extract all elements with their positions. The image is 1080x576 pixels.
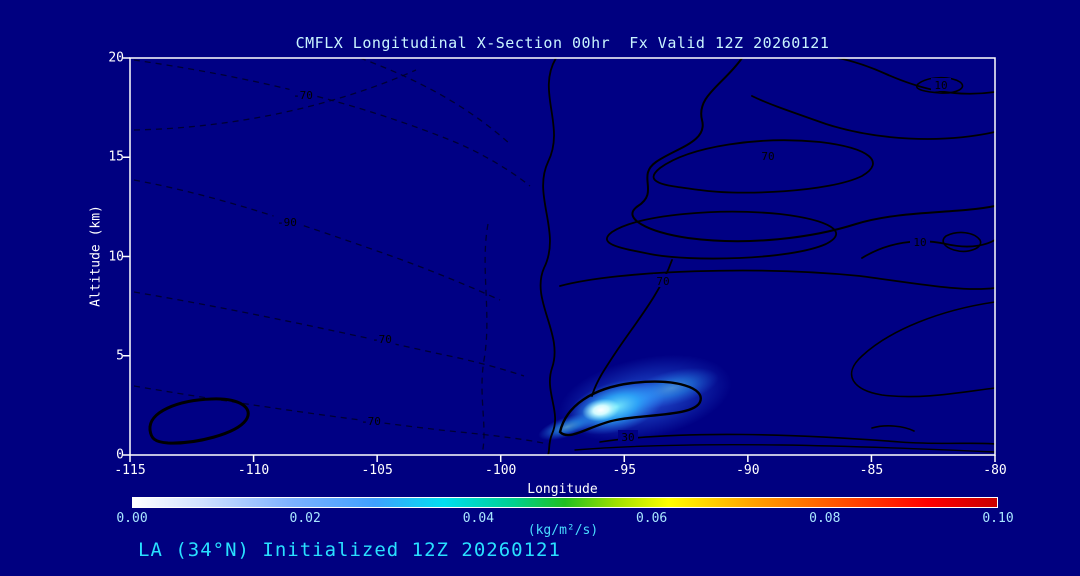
contour-label-gap	[368, 332, 396, 345]
contour-label-gap	[273, 215, 301, 228]
plot-area	[130, 58, 995, 455]
contour-line-positive	[837, 58, 995, 95]
contour-line-positive	[559, 269, 995, 290]
contour-line-positive	[652, 139, 874, 194]
x-tick-label: -80	[983, 463, 1007, 478]
contour-line-negative	[133, 69, 417, 131]
colorbar	[132, 497, 998, 508]
contour-line-positive	[558, 380, 702, 437]
y-tick-label: 0	[116, 447, 124, 463]
contour-line-positive	[751, 95, 995, 140]
contour-label-gap	[653, 274, 673, 287]
contour-line-positive	[605, 210, 837, 260]
contour-label: -70	[372, 333, 392, 346]
contour-line-positive	[539, 58, 557, 455]
colorbar-tick-label: 0.04	[462, 511, 495, 526]
contour-label-gap	[931, 78, 951, 91]
contour-line-negative	[133, 291, 525, 377]
contour-label: -70	[293, 89, 313, 102]
contour-line-positive	[861, 239, 995, 259]
x-tick-label: -85	[859, 463, 884, 478]
contour-line-negative	[481, 223, 489, 455]
x-tick-label: -110	[237, 463, 270, 478]
contour-line-negative	[133, 59, 531, 187]
contour-label: 10	[934, 79, 947, 92]
mass-flux-shading	[582, 398, 620, 422]
contour-line-negative	[359, 58, 511, 145]
contour-label-gap	[758, 149, 778, 162]
contour-line-positive	[148, 397, 250, 445]
contour-label: 30	[621, 431, 634, 444]
colorbar-tick-label: 0.08	[809, 511, 841, 526]
x-tick-label: -95	[612, 463, 637, 478]
colorbar-tick-label: 0.10	[982, 511, 1014, 526]
x-tick-label: -90	[736, 463, 760, 478]
x-tick-label: -115	[114, 463, 146, 478]
contour-line-negative	[133, 179, 501, 301]
colorbar-tick-label: 0.00	[116, 511, 148, 526]
x-tick-label: -100	[485, 463, 517, 478]
contour-label: 10	[913, 236, 926, 249]
contour-label-gap	[910, 235, 930, 248]
contour-line-positive	[871, 425, 915, 432]
x-tick-label: -105	[361, 463, 393, 478]
colorbar-tick-label: 0.06	[635, 511, 668, 526]
x-axis-label: Longitude	[527, 482, 598, 497]
contour-line-positive	[850, 301, 995, 398]
chart-title: CMFLX Longitudinal X-Section 00hr Fx Val…	[295, 34, 830, 52]
colorbar-units-label: (kg/m²/s)	[527, 523, 599, 538]
colorbar-tick-label: 0.02	[289, 511, 321, 526]
contour-label: 70	[656, 275, 669, 288]
contour-label-gap	[618, 430, 638, 443]
y-tick-label: 20	[108, 50, 124, 66]
contour-label-gap	[357, 414, 385, 427]
y-tick-label: 5	[116, 348, 124, 364]
contour-line-positive	[574, 443, 995, 453]
contour-label: 70	[761, 150, 774, 163]
y-tick-label: 15	[108, 149, 124, 165]
contour-label: -90	[277, 216, 297, 229]
contour-line-positive	[942, 231, 982, 253]
contour-label-gap	[289, 88, 317, 101]
contour-line-positive	[599, 433, 995, 445]
contour-label: -70	[361, 415, 381, 428]
contour-line-positive	[915, 76, 964, 94]
contour-line-positive	[631, 58, 995, 243]
y-tick-label: 10	[108, 249, 124, 264]
y-axis-label: Altitude (km)	[88, 205, 104, 307]
init-caption: LA (34°N) Initialized 12Z 20260121	[138, 539, 561, 561]
